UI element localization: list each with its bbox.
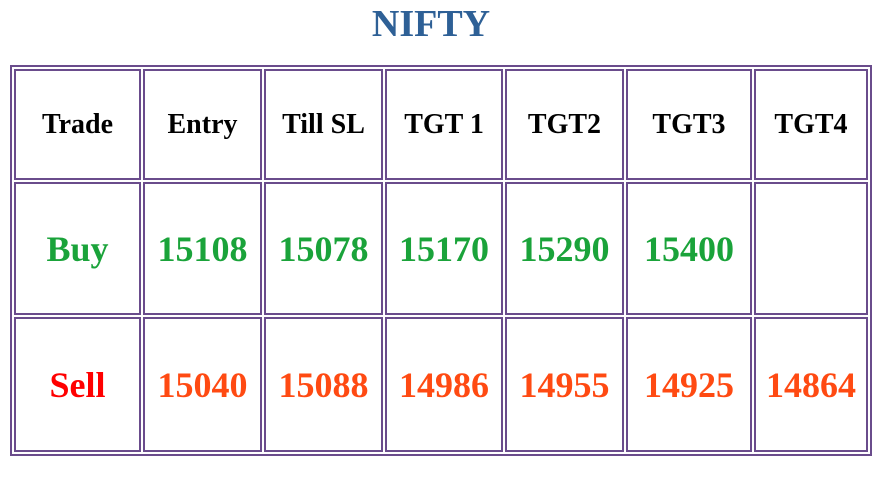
price-cell: 14925 [626,317,752,452]
trade-table: Trade Entry Till SL TGT 1 TGT2 TGT3 TGT4 Buy 151… [10,65,872,456]
column-header: TGT 1 [385,69,503,180]
price-cell: 15400 [626,182,752,315]
price-cell: 15088 [264,317,383,452]
header-row: Trade Entry Till SL TGT 1 TGT2 TGT3 TGT4 [14,69,868,180]
trade-type: Sell [14,317,141,452]
price-cell: 14864 [754,317,868,452]
column-header: Till SL [264,69,383,180]
column-header: Entry [143,69,262,180]
title: NIFTY [371,3,491,45]
empty-cell [754,182,868,315]
price-cell: 15170 [385,182,503,315]
column-header: Trade [14,69,141,180]
price-cell: 15108 [143,182,262,315]
column-header: TGT2 [505,69,624,180]
table-row: Sell 15040 15088 14986 14955 14925 14864 [14,317,868,452]
price-cell: 14986 [385,317,503,452]
price-cell: 15290 [505,182,624,315]
column-header: TGT3 [626,69,752,180]
trade-type: Buy [14,182,141,315]
table-row: Buy 15108 15078 15170 15290 15400 [14,182,868,315]
column-header: TGT4 [754,69,868,180]
price-cell: 14955 [505,317,624,452]
price-cell: 15040 [143,317,262,452]
price-cell: 15078 [264,182,383,315]
